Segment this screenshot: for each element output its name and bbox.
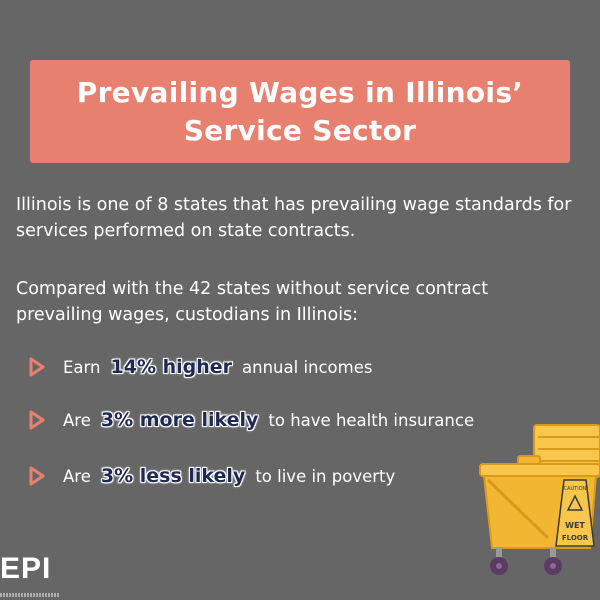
logo-tagline bbox=[0, 593, 60, 597]
comparison-paragraph: Compared with the 42 states without serv… bbox=[16, 279, 489, 325]
mop-bucket-icon: CAUTION WET FLOOR bbox=[479, 424, 600, 575]
triangle-arrow-icon bbox=[29, 466, 45, 486]
bullet-item: Earn 14% higher annual incomes bbox=[28, 356, 372, 378]
intro-paragraph: Illinois is one of 8 states that has pre… bbox=[16, 195, 572, 241]
title-line-1: Prevailing Wages in Illinois’ bbox=[76, 75, 524, 109]
bullet-highlight: 3% more likely bbox=[100, 409, 259, 431]
triangle-arrow-icon bbox=[29, 357, 45, 377]
epi-logo: EPI bbox=[0, 552, 52, 585]
title-line-2: Service Sector bbox=[183, 113, 417, 147]
bullet-text-after: to live in poverty bbox=[255, 466, 396, 486]
bullet-item: Are 3% more likely to have health insura… bbox=[28, 409, 474, 431]
sign-text-wet: WET bbox=[565, 521, 585, 530]
bullet-text-before: Are bbox=[63, 466, 91, 486]
bullet-text-before: Earn bbox=[63, 357, 101, 377]
sign-text-floor: FLOOR bbox=[562, 534, 589, 542]
triangle-arrow-icon bbox=[29, 410, 45, 430]
caution-label: CAUTION bbox=[564, 486, 587, 492]
bullet-text-after: to have health insurance bbox=[268, 410, 475, 430]
bullet-highlight: 3% less likely bbox=[100, 465, 246, 487]
bullet-text-after: annual incomes bbox=[242, 357, 373, 377]
bullet-highlight: 14% higher bbox=[110, 356, 233, 378]
page-title: Prevailing Wages in Illinois’ Service Se… bbox=[77, 74, 523, 150]
title-banner: Prevailing Wages in Illinois’ Service Se… bbox=[30, 60, 570, 163]
bullet-text-before: Are bbox=[63, 410, 91, 430]
bullet-item: Are 3% less likely to live in poverty bbox=[28, 465, 395, 487]
